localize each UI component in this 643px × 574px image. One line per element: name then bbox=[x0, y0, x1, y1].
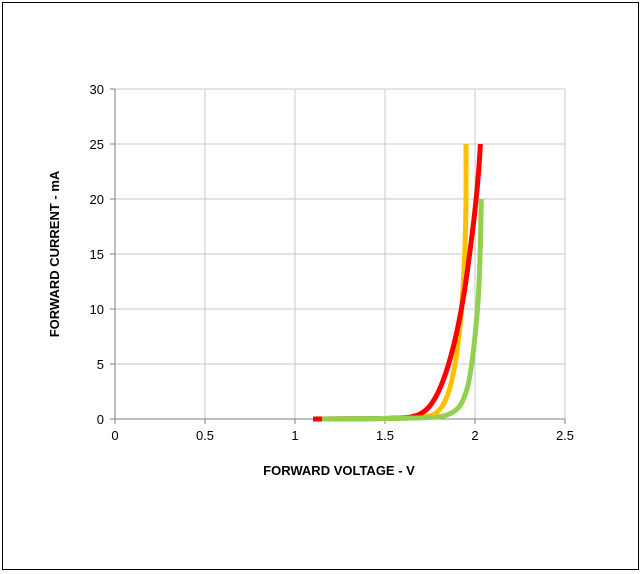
x-tick-label: 2 bbox=[471, 428, 478, 443]
y-tick-label: 15 bbox=[90, 247, 104, 262]
y-tick-label: 10 bbox=[90, 302, 104, 317]
tick-labels: 0 0.5 1 1.5 2 2.5 0 5 10 15 20 25 30 bbox=[90, 82, 575, 443]
y-tick-label: 0 bbox=[97, 412, 104, 427]
series-line-2 bbox=[312, 143, 483, 422]
x-tick-label: 2.5 bbox=[556, 428, 574, 443]
grid bbox=[115, 88, 566, 419]
x-tick-label: 0 bbox=[111, 428, 118, 443]
y-tick-label: 25 bbox=[90, 137, 104, 152]
x-tick-label: 1.5 bbox=[376, 428, 394, 443]
y-tick-label: 30 bbox=[90, 82, 104, 97]
y-axis-title: FORWARD CURRENT - mA bbox=[47, 170, 62, 337]
series-layer bbox=[312, 143, 484, 422]
x-tick-label: 0.5 bbox=[196, 428, 214, 443]
y-tick-label: 5 bbox=[97, 357, 104, 372]
y-tick-label: 20 bbox=[90, 192, 104, 207]
x-axis-title: FORWARD VOLTAGE - V bbox=[263, 463, 415, 478]
series-line-3 bbox=[321, 198, 484, 422]
x-tick-label: 1 bbox=[291, 428, 298, 443]
axes bbox=[110, 88, 566, 424]
